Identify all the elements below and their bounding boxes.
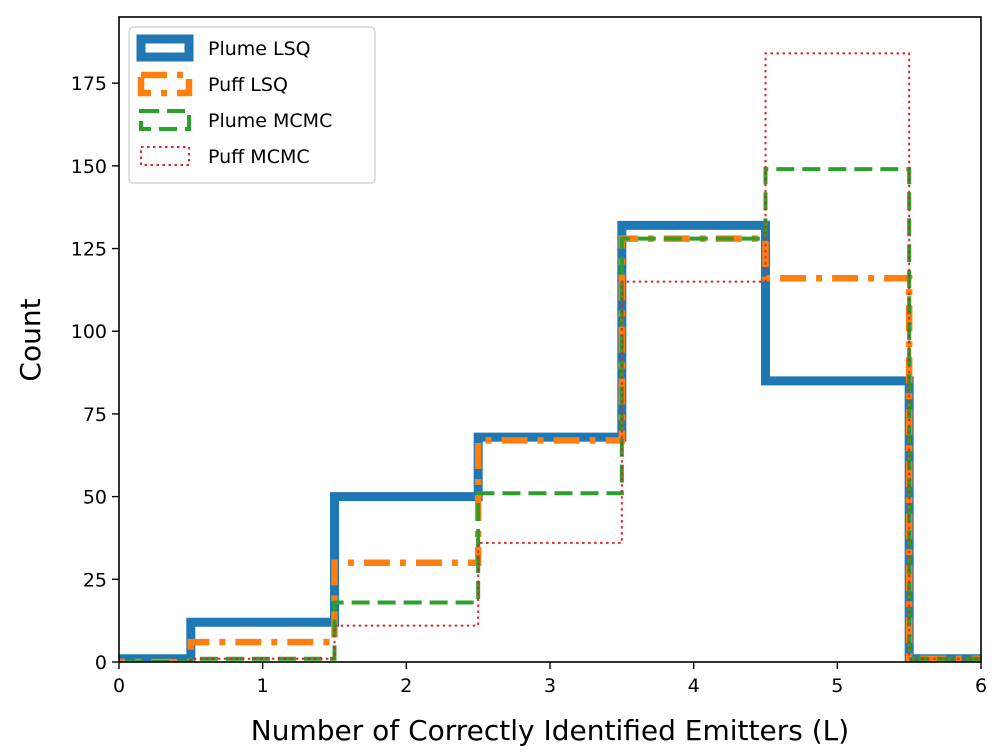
y-axis-title: Count bbox=[14, 298, 47, 381]
legend-entry: Puff LSQ bbox=[137, 71, 288, 97]
legend-swatch bbox=[137, 71, 193, 97]
legend-swatch bbox=[139, 109, 191, 131]
series-layer bbox=[119, 52, 981, 662]
series-line-4 bbox=[119, 52, 981, 662]
series-line-1 bbox=[119, 220, 981, 662]
x-axis-title: Number of Correctly Identified Emitters … bbox=[251, 714, 849, 747]
x-tick-label: 3 bbox=[544, 675, 556, 697]
y-tick-label: 50 bbox=[83, 487, 107, 509]
x-tick-label: 0 bbox=[113, 675, 125, 697]
legend-box bbox=[128, 26, 376, 184]
series-line-3 bbox=[119, 167, 981, 662]
x-tick-label: 2 bbox=[400, 675, 412, 697]
x-tick-label: 5 bbox=[831, 675, 843, 697]
y-tick-label: 150 bbox=[71, 156, 107, 178]
legend-label: Plume MCMC bbox=[208, 110, 332, 132]
x-tick-label: 6 bbox=[975, 675, 987, 697]
x-tick-label: 1 bbox=[257, 675, 269, 697]
y-tick-label: 0 bbox=[95, 652, 107, 674]
legend-entry: Plume LSQ bbox=[136, 34, 311, 62]
series-line-2 bbox=[119, 235, 981, 662]
y-tick-label: 75 bbox=[83, 404, 107, 426]
y-tick-label: 100 bbox=[71, 321, 107, 343]
legend-label: Puff MCMC bbox=[208, 146, 310, 168]
y-axis: 0 25 50 75 100 125 150 175 bbox=[71, 73, 119, 674]
legend-label: Puff LSQ bbox=[208, 74, 288, 96]
y-tick-label: 25 bbox=[83, 569, 107, 591]
legend-entry: Plume MCMC bbox=[139, 109, 332, 132]
legend-label: Plume LSQ bbox=[208, 38, 311, 60]
y-tick-label: 125 bbox=[71, 239, 107, 261]
legend-entry: Puff MCMC bbox=[140, 146, 310, 168]
x-tick-label: 4 bbox=[688, 675, 700, 697]
legend: Plume LSQ Puff LSQ Plume MCMC Puff MCMC bbox=[128, 26, 376, 184]
x-axis: 0 1 2 3 4 5 6 bbox=[113, 662, 987, 697]
legend-swatch bbox=[140, 146, 190, 166]
legend-swatch bbox=[136, 34, 194, 62]
y-tick-label: 175 bbox=[71, 73, 107, 95]
